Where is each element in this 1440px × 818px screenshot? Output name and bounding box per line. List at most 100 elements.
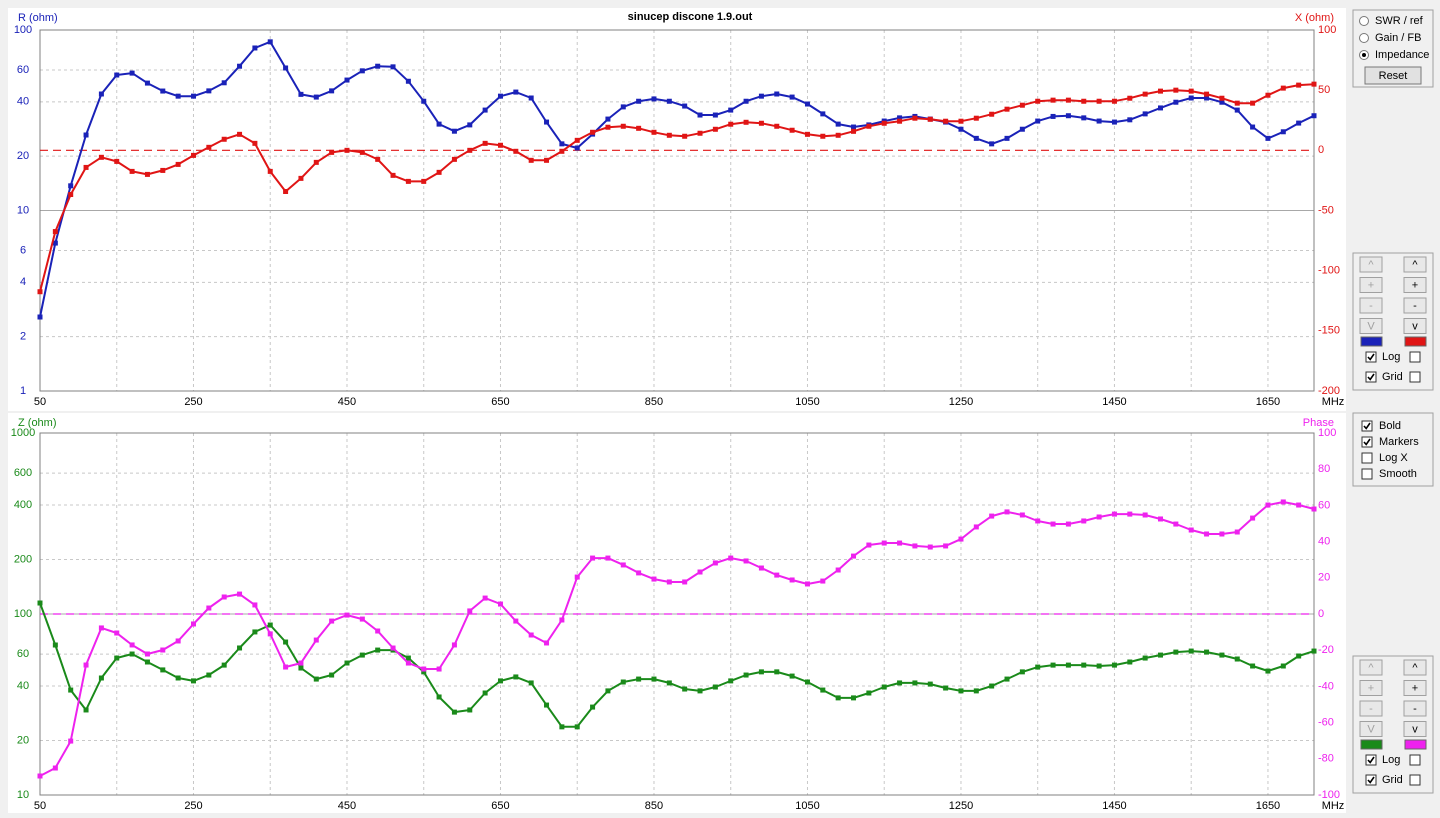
marker — [712, 684, 718, 690]
marker — [421, 98, 427, 104]
x-tick-label: 1650 — [1256, 800, 1280, 812]
marker — [68, 738, 74, 744]
marker — [804, 101, 810, 107]
scale-button[interactable] — [1359, 721, 1383, 737]
marker — [436, 666, 442, 672]
scale-button[interactable] — [1359, 277, 1383, 293]
reset-label: Reset — [1379, 70, 1408, 82]
marker — [1296, 502, 1302, 508]
y2-tick-label: -20 — [1318, 644, 1334, 656]
scale-button[interactable] — [1359, 297, 1383, 314]
marker — [743, 119, 749, 125]
scale-button[interactable] — [1359, 680, 1383, 696]
marker — [298, 665, 304, 671]
y2-tick-label: -150 — [1318, 325, 1340, 337]
marker — [144, 651, 150, 657]
scale-button[interactable] — [1359, 659, 1383, 676]
reset-button[interactable] — [1364, 66, 1422, 85]
marker — [467, 122, 473, 128]
marker — [989, 683, 995, 689]
marker — [605, 688, 611, 694]
marker — [175, 638, 181, 644]
scale-button[interactable] — [1403, 277, 1427, 293]
y2-tick-label: -50 — [1318, 204, 1334, 216]
scale-button[interactable] — [1403, 256, 1427, 273]
marker — [83, 132, 89, 138]
marker — [574, 145, 580, 151]
scale-button[interactable] — [1403, 680, 1427, 696]
marker — [820, 578, 826, 584]
marker — [943, 685, 949, 691]
marker — [421, 178, 427, 184]
marker — [482, 107, 488, 113]
radio-button[interactable] — [1359, 16, 1369, 26]
marker — [267, 168, 273, 174]
marker — [651, 676, 657, 682]
marker — [528, 157, 534, 163]
y2-tick-label: 100 — [1318, 24, 1336, 36]
marker — [206, 672, 212, 678]
checkbox[interactable] — [1361, 468, 1373, 480]
marker — [283, 639, 289, 645]
marker — [298, 91, 304, 97]
y-axis-label: Z (ohm) — [18, 417, 57, 429]
checkbox[interactable] — [1361, 452, 1373, 464]
radio-button[interactable] — [1359, 33, 1369, 43]
marker — [1111, 511, 1117, 517]
y2-tick-label: -80 — [1318, 753, 1334, 765]
color-swatch[interactable] — [1360, 739, 1383, 750]
marker — [559, 724, 565, 730]
option-label: Bold — [1379, 420, 1401, 432]
color-swatch[interactable] — [1404, 739, 1427, 750]
y2-tick-label: -100 — [1318, 265, 1340, 277]
check-mark — [1363, 438, 1371, 446]
checkbox[interactable] — [1409, 774, 1421, 786]
marker — [636, 676, 642, 682]
checkbox[interactable] — [1409, 351, 1421, 363]
marker — [912, 115, 918, 121]
scale-button[interactable] — [1403, 297, 1427, 314]
marker — [190, 621, 196, 627]
marker — [758, 669, 764, 675]
checkbox[interactable] — [1409, 371, 1421, 383]
scale-button[interactable] — [1403, 659, 1427, 676]
color-swatch[interactable] — [1360, 336, 1383, 347]
scale-button[interactable] — [1403, 318, 1427, 334]
scale-button-label: - — [1369, 300, 1373, 312]
marker — [1311, 506, 1317, 512]
marker — [344, 660, 350, 666]
y2-tick-label: -60 — [1318, 717, 1334, 729]
x-tick-label: 1250 — [949, 396, 973, 408]
y-tick-label: 100 — [14, 608, 32, 620]
marker — [1173, 521, 1179, 527]
color-swatch[interactable] — [1404, 336, 1427, 347]
marker — [52, 765, 58, 771]
marker — [697, 688, 703, 694]
marker — [467, 147, 473, 153]
marker — [313, 94, 319, 100]
scale-button[interactable] — [1403, 700, 1427, 717]
marker — [1234, 529, 1240, 535]
scale-button[interactable] — [1359, 318, 1383, 334]
scale-button[interactable] — [1359, 700, 1383, 717]
marker — [1096, 118, 1102, 124]
marker — [1111, 119, 1117, 125]
option-label: Markers — [1379, 436, 1419, 448]
marker — [1004, 676, 1010, 682]
marker — [989, 141, 995, 147]
scale-button[interactable] — [1359, 256, 1383, 273]
marker — [789, 673, 795, 679]
y2-tick-label: 0 — [1318, 144, 1324, 156]
marker — [206, 144, 212, 150]
checkbox[interactable] — [1409, 754, 1421, 766]
marker — [1188, 95, 1194, 101]
marker — [421, 666, 427, 672]
marker — [375, 63, 381, 69]
marker — [206, 605, 212, 611]
marker — [712, 560, 718, 566]
radio-label: Impedance — [1375, 49, 1429, 61]
marker — [436, 694, 442, 700]
scale-button[interactable] — [1403, 721, 1427, 737]
marker — [1142, 111, 1148, 117]
